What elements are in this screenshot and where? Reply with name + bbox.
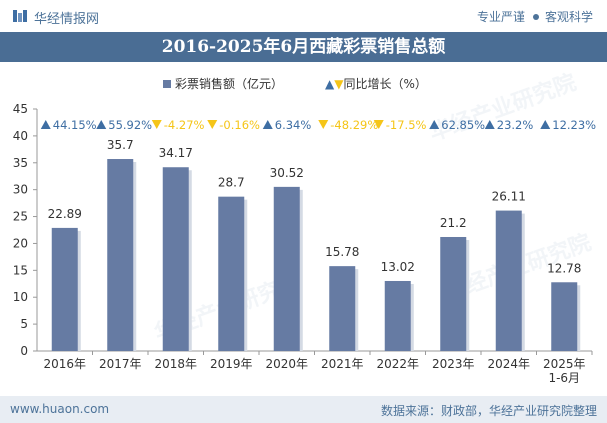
growth-up-triangle-icon [40, 120, 51, 129]
bar [218, 196, 245, 351]
logo-icon [13, 10, 27, 22]
x-category-label: 2022年 [376, 357, 419, 371]
x-category-label: 2024年 [487, 357, 530, 371]
growth-label: 55.92% [108, 118, 152, 132]
y-tick-label: 20 [13, 236, 28, 250]
bar [495, 210, 522, 351]
x-category-label: 2025年 1-6月 [543, 357, 586, 385]
growth-up-triangle-icon [484, 120, 495, 129]
bar-value-label: 21.2 [440, 216, 467, 230]
legend-up-triangle-icon: ▲ [325, 77, 335, 91]
bar [273, 186, 300, 351]
y-tick-label: 0 [20, 344, 28, 358]
bar-chart: 0 5 10 15 20 25 30 35 40 45 22.89 2016年 44.15% 35.7 20… [13, 102, 596, 385]
growth-down-triangle-icon [207, 120, 218, 129]
growth-label: -4.27% [164, 118, 205, 132]
growth-label: 62.85% [441, 118, 485, 132]
chart-legend: 彩票销售额（亿元） ▲▼同比增长（%） [0, 75, 607, 93]
y-tick-label: 25 [13, 210, 28, 224]
slogan-left: 专业严谨 [476, 10, 525, 24]
y-tick-label: 40 [13, 129, 28, 143]
y-tick-label: 5 [20, 317, 28, 331]
legend-item-sales: 彩票销售额（亿元） [163, 75, 283, 92]
growth-down-triangle-icon [151, 120, 162, 129]
top-bar: 华经情报网 专业严谨 客观科学 [0, 0, 607, 32]
legend-label-growth: 同比增长（%） [343, 77, 427, 91]
growth-up-triangle-icon [540, 120, 551, 129]
brand-name: 华经情报网 [34, 12, 100, 27]
bar [107, 159, 134, 351]
legend-label-sales: 彩票销售额（亿元） [175, 77, 284, 91]
slogan-dot-icon [532, 14, 539, 20]
y-tick-label: 45 [13, 102, 28, 116]
growth-down-triangle-icon [373, 120, 384, 129]
bar [440, 236, 467, 351]
bar-value-label: 28.7 [218, 176, 245, 190]
footer-source: 数据来源：财政部，华经产业研究院整理 [380, 404, 597, 418]
chart-title: 2016-2025年6月西藏彩票销售总额 [161, 37, 446, 57]
y-tick-label: 10 [13, 290, 28, 304]
legend-down-triangle-icon: ▼ [334, 77, 344, 91]
slogan-right: 客观科学 [544, 10, 593, 24]
footer: www.huaon.com 数据来源：财政部，华经产业研究院整理 [0, 396, 607, 423]
bar [162, 167, 189, 351]
bar [384, 280, 411, 351]
y-tick-label: 35 [13, 156, 28, 170]
growth-up-triangle-icon [96, 120, 107, 129]
bar [329, 266, 356, 351]
growth-label: -48.29% [330, 118, 378, 132]
y-tick-label: 15 [13, 263, 28, 277]
x-category-label: 2019年 [210, 357, 253, 371]
growth-label: -0.16% [219, 118, 260, 132]
bar-value-label: 35.7 [107, 138, 134, 152]
x-category-label: 2021年 [321, 357, 364, 371]
growth-up-triangle-icon [429, 120, 440, 129]
x-category-label: 2020年 [265, 357, 308, 371]
x-category-label: 2023年 [432, 357, 475, 371]
bar-value-label: 34.17 [159, 146, 193, 160]
growth-label: 6.34% [275, 118, 312, 132]
bar-value-label: 22.89 [48, 207, 82, 221]
slogan: 专业严谨 客观科学 [477, 8, 593, 25]
y-tick-label: 30 [13, 183, 28, 197]
growth-label: 23.2% [497, 118, 534, 132]
x-category-label: 2017年 [99, 357, 142, 371]
growth-label: 12.23% [552, 118, 596, 132]
bar [51, 227, 78, 351]
footer-website: www.huaon.com [10, 402, 110, 416]
growth-up-triangle-icon [262, 120, 273, 129]
title-bar: 2016-2025年6月西藏彩票销售总额 [0, 32, 607, 62]
x-category-label: 2018年 [154, 357, 197, 371]
legend-item-growth: ▲▼同比增长（%） [325, 75, 427, 92]
bar-value-label: 12.78 [547, 261, 581, 275]
legend-bar-swatch-icon [163, 80, 171, 88]
growth-down-triangle-icon [318, 120, 329, 129]
bar [551, 282, 578, 351]
bar-value-label: 26.11 [492, 190, 526, 204]
growth-label: 44.15% [53, 118, 97, 132]
x-category-label: 2016年 [43, 357, 86, 371]
bar-value-label: 30.52 [270, 166, 304, 180]
growth-label: -17.5% [386, 118, 427, 132]
bar-value-label: 13.02 [381, 260, 415, 274]
bar-value-label: 15.78 [325, 245, 359, 259]
